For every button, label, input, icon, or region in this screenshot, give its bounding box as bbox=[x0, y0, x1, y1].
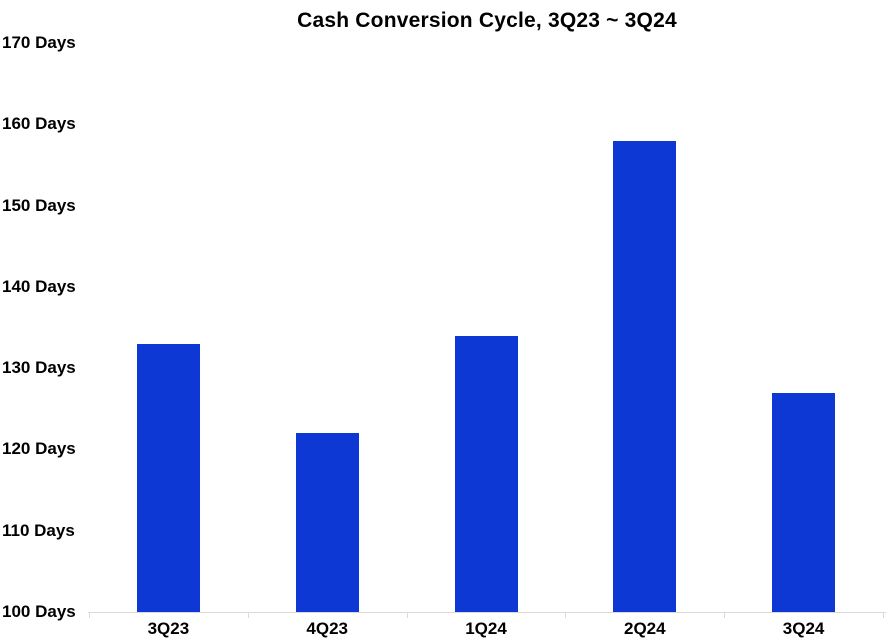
x-axis-tick bbox=[565, 613, 566, 618]
x-axis-label: 3Q23 bbox=[147, 619, 190, 638]
bar-3Q23 bbox=[136, 343, 200, 612]
y-axis-label: 170 Days bbox=[2, 33, 76, 52]
x-axis-tick bbox=[89, 613, 90, 618]
x-axis-label: 2Q24 bbox=[624, 619, 666, 638]
y-axis-label: 130 Days bbox=[2, 358, 76, 378]
bar-3Q24 bbox=[772, 392, 836, 612]
y-axis-label: 100 Days bbox=[2, 602, 76, 621]
bar-1Q24 bbox=[454, 335, 518, 612]
y-axis-label: 150 Days bbox=[2, 195, 76, 215]
y-axis-label: 140 Days bbox=[2, 276, 76, 296]
y-axis-label: 110 Days bbox=[2, 520, 75, 540]
y-axis-label: 120 Days bbox=[2, 439, 76, 459]
x-axis-tick bbox=[407, 613, 408, 618]
x-axis-tick bbox=[724, 613, 725, 618]
y-axis-label: 160 Days bbox=[2, 114, 76, 134]
chart-title: Cash Conversion Cycle, 3Q23 ~ 3Q24 bbox=[297, 9, 677, 32]
bar-2Q24 bbox=[613, 140, 677, 612]
x-axis-tick bbox=[883, 613, 884, 618]
bar-4Q23 bbox=[295, 433, 359, 612]
x-axis-tick bbox=[248, 613, 249, 618]
x-axis-label: 3Q24 bbox=[782, 619, 825, 638]
x-axis-label: 1Q24 bbox=[465, 619, 507, 638]
x-axis-line bbox=[88, 612, 886, 613]
x-axis-label: 4Q23 bbox=[306, 619, 348, 638]
